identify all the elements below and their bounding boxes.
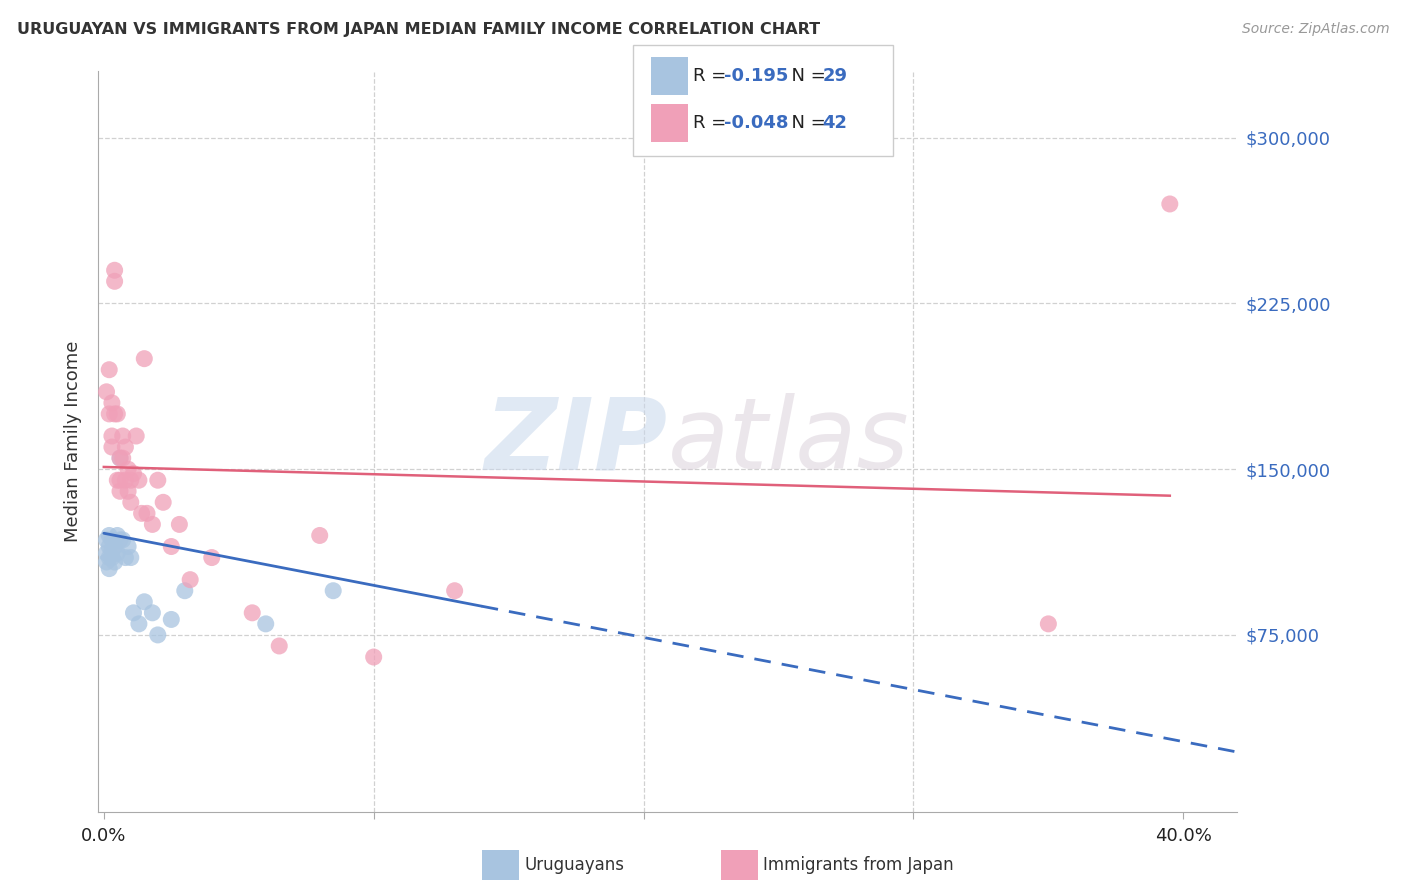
Text: Immigrants from Japan: Immigrants from Japan — [763, 856, 955, 874]
Text: R =: R = — [693, 67, 733, 85]
Point — [179, 573, 201, 587]
Point — [98, 561, 121, 575]
Point — [111, 451, 134, 466]
Point — [98, 550, 121, 565]
Point — [96, 384, 118, 399]
Point — [104, 555, 127, 569]
Point — [101, 550, 124, 565]
Point — [101, 440, 124, 454]
Point — [308, 528, 330, 542]
Point — [134, 595, 156, 609]
Point — [105, 528, 128, 542]
Point — [104, 263, 127, 277]
Text: atlas: atlas — [668, 393, 910, 490]
Point — [443, 583, 465, 598]
Point — [114, 473, 136, 487]
Point — [122, 606, 145, 620]
Point — [128, 473, 150, 487]
Point — [104, 274, 127, 288]
Point — [111, 429, 134, 443]
Point — [146, 473, 169, 487]
Point — [96, 546, 118, 560]
Point — [98, 540, 121, 554]
Point — [169, 517, 191, 532]
Point — [322, 583, 344, 598]
Point — [98, 528, 121, 542]
Point — [101, 429, 124, 443]
Point — [108, 533, 131, 547]
Point — [108, 451, 131, 466]
Point — [114, 550, 136, 565]
Text: N =: N = — [780, 114, 832, 132]
Point — [101, 533, 124, 547]
Point — [120, 550, 142, 565]
Point — [117, 540, 139, 554]
Point — [1038, 616, 1060, 631]
Point — [108, 484, 131, 499]
Point — [98, 407, 121, 421]
Text: Source: ZipAtlas.com: Source: ZipAtlas.com — [1241, 22, 1389, 37]
Point — [101, 544, 124, 558]
Point — [254, 616, 277, 631]
Point — [1159, 197, 1181, 211]
Text: 29: 29 — [823, 67, 848, 85]
Point — [146, 628, 169, 642]
Point — [141, 606, 163, 620]
Point — [98, 362, 121, 376]
Point — [240, 606, 263, 620]
Text: Uruguayans: Uruguayans — [524, 856, 624, 874]
Text: ZIP: ZIP — [485, 393, 668, 490]
Point — [105, 407, 128, 421]
Point — [104, 540, 127, 554]
Point — [122, 467, 145, 481]
Point — [136, 507, 159, 521]
Point — [108, 451, 131, 466]
Point — [173, 583, 195, 598]
Point — [120, 495, 142, 509]
Point — [117, 484, 139, 499]
Point — [134, 351, 156, 366]
Point — [120, 473, 142, 487]
Point — [141, 517, 163, 532]
Point — [131, 507, 153, 521]
Point — [128, 616, 150, 631]
Point — [125, 429, 148, 443]
Point — [96, 555, 118, 569]
Point — [363, 650, 385, 665]
Point — [108, 473, 131, 487]
Point — [269, 639, 291, 653]
Point — [160, 540, 183, 554]
Point — [114, 440, 136, 454]
Text: N =: N = — [780, 67, 832, 85]
Text: -0.048: -0.048 — [724, 114, 789, 132]
Point — [201, 550, 224, 565]
Point — [101, 396, 124, 410]
Point — [96, 533, 118, 547]
Point — [104, 407, 127, 421]
Point — [117, 462, 139, 476]
Point — [105, 546, 128, 560]
Point — [111, 533, 134, 547]
Y-axis label: Median Family Income: Median Family Income — [63, 341, 82, 542]
Text: 42: 42 — [823, 114, 848, 132]
Text: -0.195: -0.195 — [724, 67, 789, 85]
Point — [152, 495, 174, 509]
Point — [160, 612, 183, 626]
Point — [105, 473, 128, 487]
Text: URUGUAYAN VS IMMIGRANTS FROM JAPAN MEDIAN FAMILY INCOME CORRELATION CHART: URUGUAYAN VS IMMIGRANTS FROM JAPAN MEDIA… — [17, 22, 820, 37]
Text: R =: R = — [693, 114, 733, 132]
